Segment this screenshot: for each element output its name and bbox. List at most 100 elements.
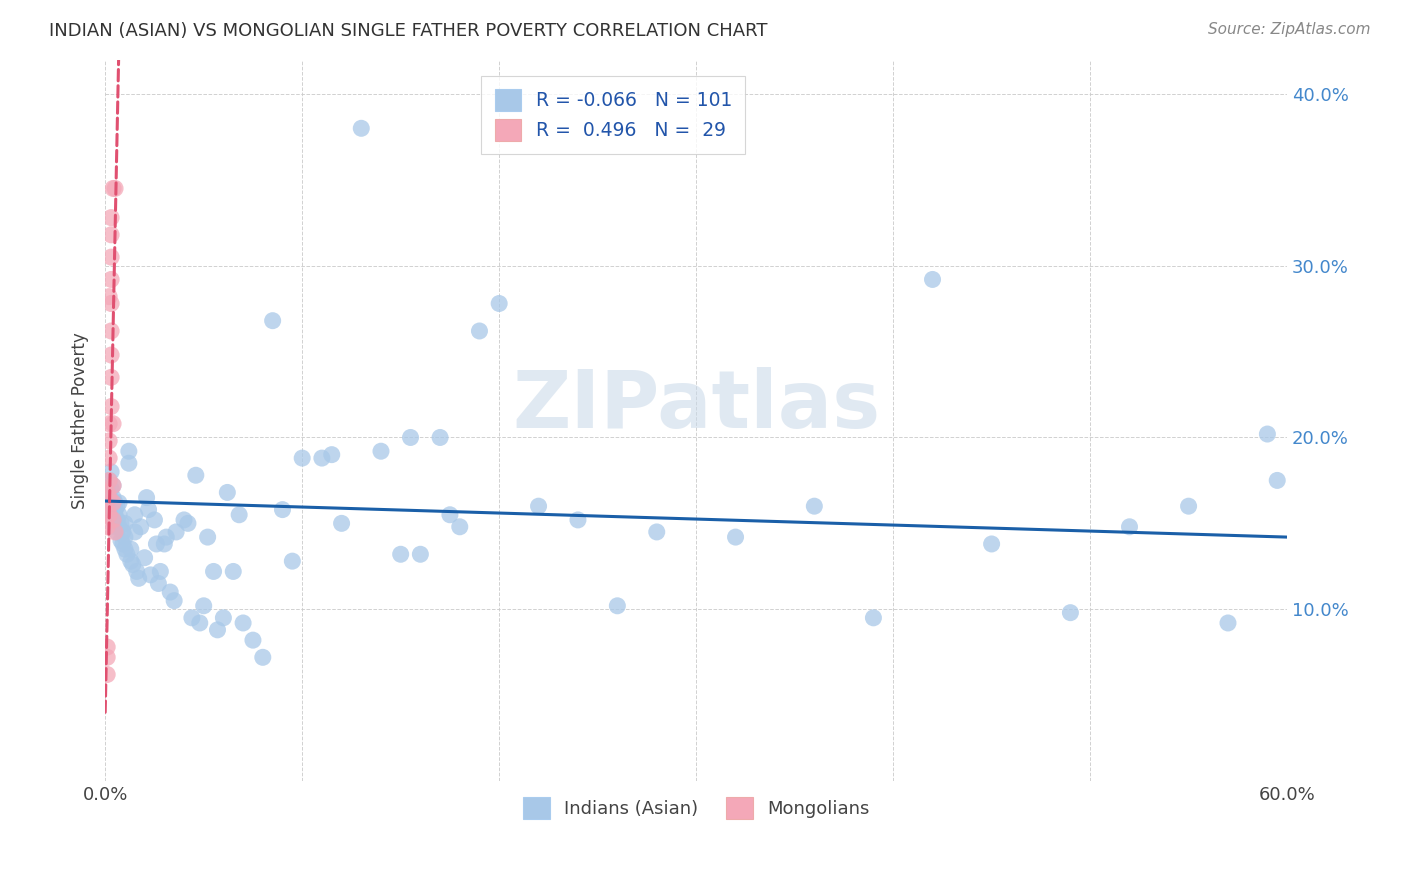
Point [98,417,121,431]
Point [100,370,122,384]
Point [100,250,122,264]
Legend: Indians (Asian), Mongolians: Indians (Asian), Mongolians [516,789,877,826]
Point [105,524,128,539]
Point [100,211,122,225]
Point [193,599,215,613]
Point [98,434,121,448]
Point [120,554,142,568]
Point [350,121,373,136]
Point [232,615,254,630]
Point [104,508,127,522]
Point [228,508,250,522]
Point [803,499,825,513]
Point [724,530,747,544]
Point [105,513,128,527]
Point [101,491,124,505]
Point [207,623,229,637]
Point [155,530,177,544]
Point [1265,474,1288,488]
Point [96,508,118,522]
Point [98,451,121,466]
Point [202,565,225,579]
Point [120,542,142,557]
Point [129,520,152,534]
Point [101,502,124,516]
Point [149,565,172,579]
Point [101,513,124,527]
Point [100,482,122,496]
Point [165,524,187,539]
Point [118,456,141,470]
Point [101,478,124,492]
Point [242,633,264,648]
Point [135,491,157,505]
Point [124,524,146,539]
Point [222,565,245,579]
Point [429,430,451,444]
Point [143,513,166,527]
Point [1177,499,1199,513]
Point [100,400,122,414]
Point [488,296,510,310]
Point [567,513,589,527]
Point [114,542,136,557]
Point [399,430,422,444]
Point [121,558,143,572]
Point [645,524,668,539]
Text: Source: ZipAtlas.com: Source: ZipAtlas.com [1208,22,1371,37]
Point [439,508,461,522]
Point [96,520,118,534]
Point [101,417,124,431]
Point [98,290,121,304]
Point [180,611,202,625]
Point [527,499,550,513]
Point [125,565,148,579]
Point [100,496,122,510]
Point [96,650,118,665]
Point [98,508,121,522]
Point [110,533,132,548]
Point [862,611,884,625]
Point [389,547,412,561]
Point [330,516,353,531]
Point [606,599,628,613]
Point [111,524,134,539]
Point [128,571,150,585]
Point [197,530,219,544]
Point [110,516,132,531]
Point [321,448,343,462]
Point [153,537,176,551]
Point [262,314,284,328]
Point [104,181,127,195]
Point [468,324,491,338]
Point [98,491,121,505]
Y-axis label: Single Father Poverty: Single Father Poverty [72,332,89,508]
Point [104,496,127,510]
Point [96,640,118,654]
Point [173,513,195,527]
Point [108,520,131,534]
Point [159,585,181,599]
Point [101,496,124,510]
Point [114,516,136,531]
Point [101,478,124,492]
Point [104,524,127,539]
Point [212,611,235,625]
Point [217,485,239,500]
Point [96,667,118,681]
Point [98,474,121,488]
Text: ZIPatlas: ZIPatlas [512,367,880,445]
Point [100,508,122,522]
Point [100,465,122,479]
Text: INDIAN (ASIAN) VS MONGOLIAN SINGLE FATHER POVERTY CORRELATION CHART: INDIAN (ASIAN) VS MONGOLIAN SINGLE FATHE… [49,22,768,40]
Point [148,576,170,591]
Point [449,520,471,534]
Point [96,482,118,496]
Point [108,508,131,522]
Point [134,550,156,565]
Point [100,324,122,338]
Point [1256,427,1278,442]
Point [188,615,211,630]
Point [98,499,121,513]
Point [271,502,294,516]
